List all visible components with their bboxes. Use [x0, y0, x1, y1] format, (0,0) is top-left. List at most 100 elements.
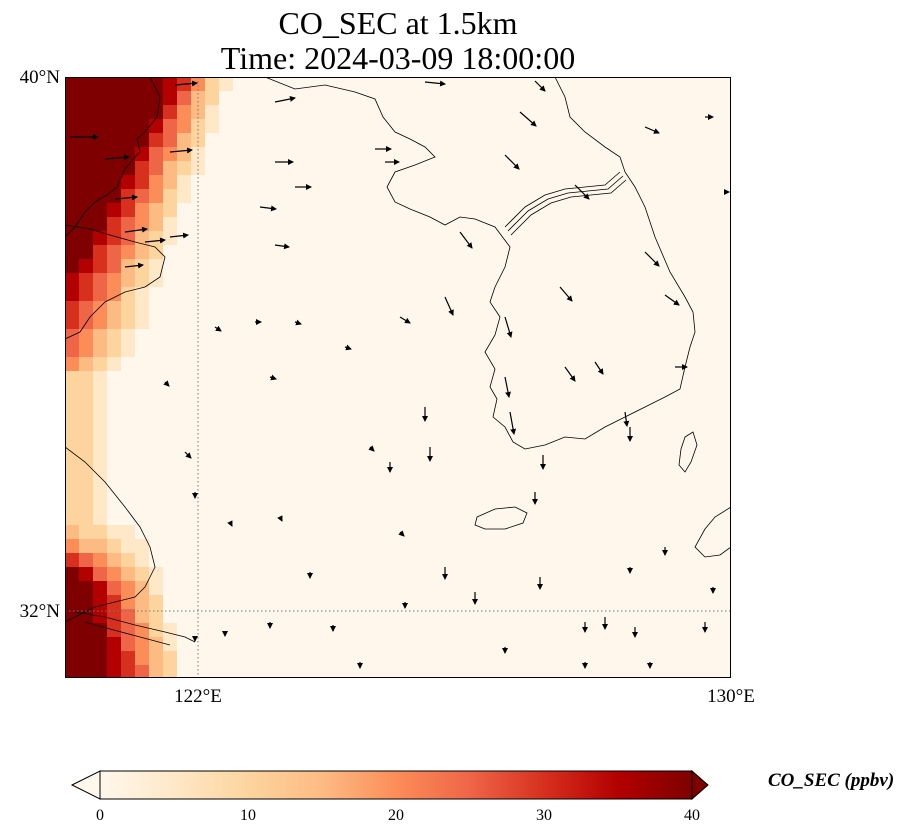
field-cell	[121, 91, 135, 105]
field-cell	[107, 217, 121, 231]
field-cell	[79, 161, 93, 175]
field-cell	[93, 665, 107, 678]
field-cell	[163, 665, 177, 678]
field-cell	[107, 245, 121, 259]
field-cell	[65, 651, 79, 665]
field-cell	[79, 91, 93, 105]
coastline-jeju	[474, 506, 528, 530]
field-cell	[135, 651, 149, 665]
field-cell	[79, 637, 93, 651]
field-cell	[177, 105, 191, 119]
field-cell	[79, 399, 93, 413]
map-canvas	[65, 77, 731, 678]
coastline-tsushima	[678, 431, 698, 473]
field-cell	[121, 245, 135, 259]
field-cell	[79, 413, 93, 427]
field-cell	[107, 301, 121, 315]
wind-arrow	[274, 96, 296, 103]
field-cell	[135, 189, 149, 203]
field-cell	[107, 315, 121, 329]
field-cell	[65, 357, 79, 371]
field-cell	[149, 231, 163, 245]
field-cell	[149, 665, 163, 678]
field-cell	[177, 203, 191, 217]
field-cell	[65, 525, 79, 539]
wind-arrow	[564, 366, 576, 382]
field-cell	[65, 189, 79, 203]
field-cell	[121, 665, 135, 678]
colorbar-tick-10: 10	[240, 807, 256, 824]
field-cell	[79, 245, 93, 259]
field-cell	[65, 77, 79, 91]
border-line-3	[510, 179, 627, 236]
field-cell	[65, 665, 79, 678]
field-cell	[93, 469, 107, 483]
field-cell	[65, 371, 79, 385]
field-cell	[79, 147, 93, 161]
field-cell	[79, 301, 93, 315]
field-cell	[121, 119, 135, 133]
field-cell	[191, 133, 205, 147]
field-cell	[107, 329, 121, 343]
lon-label-130e: 130°E	[707, 686, 755, 707]
field-cell	[93, 427, 107, 441]
field-cell	[79, 665, 93, 678]
field-cell	[205, 105, 219, 119]
coastline-east-china	[65, 446, 156, 623]
wind-arrow	[368, 445, 375, 452]
coastline-yangtze-south	[84, 621, 171, 646]
field-cell	[107, 91, 121, 105]
field-cell	[65, 203, 79, 217]
wind-arrow	[399, 316, 411, 324]
field-cell	[177, 147, 191, 161]
field-cell	[121, 651, 135, 665]
wind-arrow	[163, 380, 170, 387]
field-cell	[107, 357, 121, 371]
field-cell	[135, 609, 149, 623]
wind-arrow	[114, 194, 138, 201]
field-cell	[93, 273, 107, 287]
field-cell	[93, 105, 107, 119]
colorbar	[70, 769, 710, 801]
field-cell	[93, 567, 107, 581]
field-cell	[149, 175, 163, 189]
field-cell	[79, 77, 93, 91]
coastline-shandong	[65, 224, 166, 340]
field-cell	[135, 133, 149, 147]
plot-title-line-1: CO_SEC at 1.5km	[278, 5, 518, 41]
map-panel[interactable]	[65, 77, 731, 678]
field-cell	[121, 161, 135, 175]
field-cell	[107, 273, 121, 287]
field-cell	[135, 553, 149, 567]
field-cell	[163, 175, 177, 189]
wind-arrow	[664, 294, 680, 306]
coastline-korea	[264, 77, 696, 450]
field-cell	[121, 133, 135, 147]
coastline-liaodong	[65, 77, 161, 238]
field-cell	[93, 343, 107, 357]
field-cell	[149, 245, 163, 259]
field-cell	[135, 315, 149, 329]
colorbar-tick-0: 0	[96, 807, 104, 824]
field-cell	[163, 637, 177, 651]
field-cell	[163, 119, 177, 133]
field-cell	[121, 287, 135, 301]
field-cell	[163, 189, 177, 203]
field-cell	[121, 343, 135, 357]
field-cell	[149, 609, 163, 623]
field-cell	[135, 581, 149, 595]
field-cell	[93, 441, 107, 455]
field-cell	[149, 217, 163, 231]
field-cell	[107, 161, 121, 175]
field-cell	[79, 259, 93, 273]
field-cell	[79, 567, 93, 581]
field-cell	[93, 133, 107, 147]
field-cell	[79, 525, 93, 539]
field-cell	[121, 105, 135, 119]
field-cell	[163, 133, 177, 147]
wind-arrow	[274, 243, 290, 250]
field-cell	[107, 189, 121, 203]
wind-arrow	[504, 154, 520, 170]
field-cell	[79, 427, 93, 441]
field-cell	[163, 105, 177, 119]
